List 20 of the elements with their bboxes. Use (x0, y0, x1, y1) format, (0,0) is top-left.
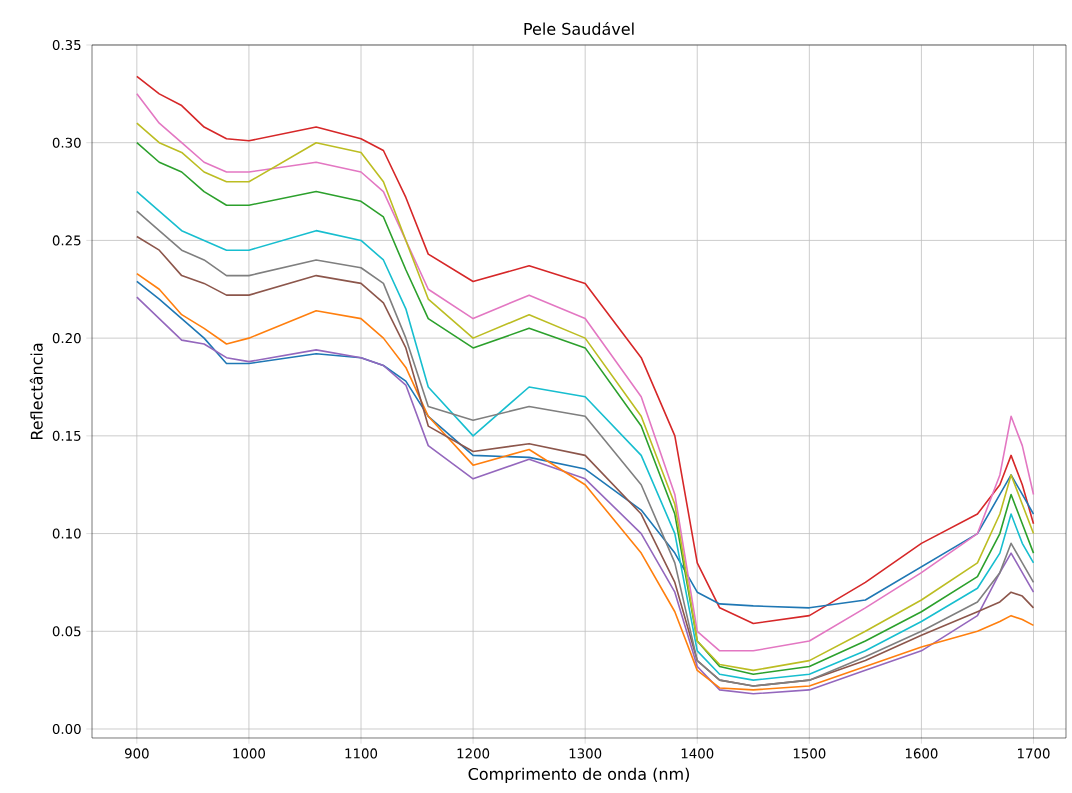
x-tick-label: 1200 (457, 748, 490, 759)
y-tick-label: 0.10 (52, 528, 81, 539)
y-tick-label: 0.25 (52, 235, 81, 246)
x-tick-label: 1300 (569, 748, 602, 759)
x-tick-label: 1000 (233, 748, 266, 759)
x-tick-label: 900 (124, 748, 149, 759)
x-tick-label: 1100 (345, 748, 378, 759)
y-tick-label: 0.05 (52, 626, 81, 637)
y-tick-label: 0.00 (52, 723, 81, 735)
y-tick-label: 0.35 (52, 39, 81, 51)
x-tick-label: 1600 (905, 748, 938, 759)
x-tick-label: 1700 (1017, 748, 1050, 759)
x-axis-title: Comprimento de onda (nm) (468, 767, 689, 784)
y-tick-label: 0.15 (52, 430, 81, 441)
y-axis-title: Reflectância (29, 343, 43, 440)
x-tick-label: 1400 (681, 748, 714, 759)
y-tick-label: 0.20 (52, 333, 81, 344)
chart-title: Pele Saudável (524, 21, 634, 35)
y-tick-label: 0.30 (52, 137, 81, 148)
x-tick-label: 1500 (793, 748, 826, 759)
